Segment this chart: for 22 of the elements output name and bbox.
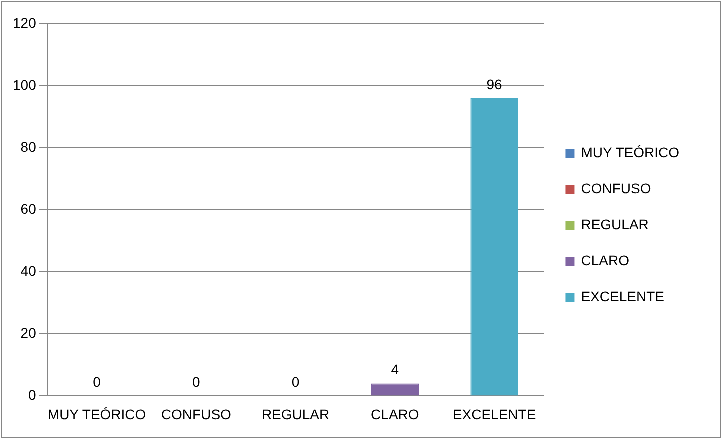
data-label: 96 <box>486 76 503 92</box>
legend-label: CONFUSO <box>581 180 652 196</box>
y-tick-label: 120 <box>13 14 37 31</box>
x-tick-label: CLARO <box>371 406 420 422</box>
x-tick-label: REGULAR <box>262 406 330 422</box>
legend-label: CLARO <box>581 252 630 268</box>
y-tick-label: 0 <box>28 387 37 404</box>
data-label: 0 <box>192 374 201 390</box>
legend-label: EXCELENTE <box>581 288 664 304</box>
data-label: 0 <box>93 374 102 390</box>
x-tick-label: EXCELENTE <box>452 406 536 422</box>
legend-label: MUY TEÓRICO <box>581 144 680 160</box>
legend-label: REGULAR <box>581 216 649 232</box>
y-tick-label: 20 <box>20 325 37 342</box>
data-label: 4 <box>391 362 400 378</box>
y-tick-label: 100 <box>13 76 37 93</box>
y-tick-label: 60 <box>20 200 37 217</box>
data-label: 0 <box>292 374 300 390</box>
y-tick-label: 80 <box>20 138 37 155</box>
y-tick-label: 40 <box>20 262 37 279</box>
x-tick-label: MUY TEÓRICO <box>48 406 146 422</box>
x-tick-label: CONFUSO <box>161 406 232 422</box>
